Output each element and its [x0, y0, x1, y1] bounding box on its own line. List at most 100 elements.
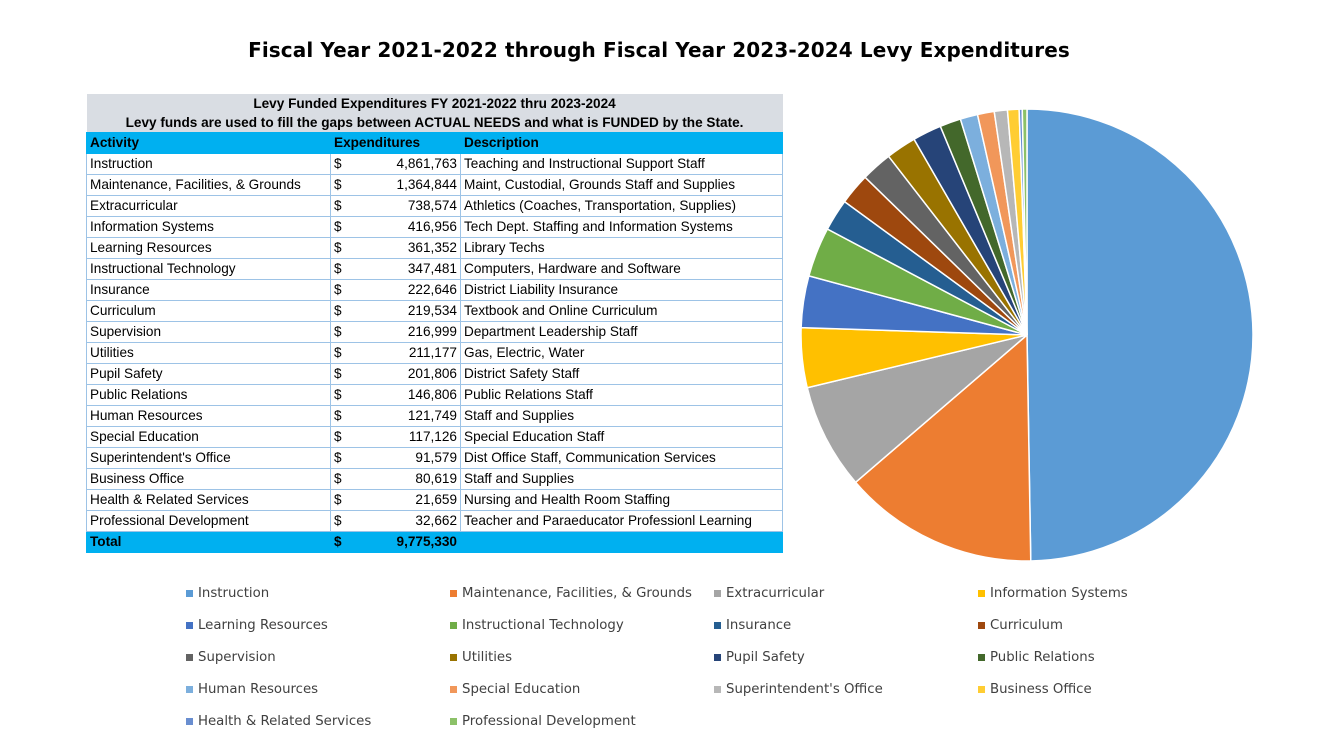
currency-cell: $ — [330, 237, 353, 259]
activity-cell: Insurance — [86, 279, 331, 301]
table-row: Superintendent's Office $91,579 Dist Offic… — [86, 447, 784, 469]
legend-item: Information Systems — [978, 586, 1128, 601]
total-amount: 9,775,330 — [352, 531, 461, 553]
description-cell: Dist Office Staff, Communication Service… — [459, 447, 784, 469]
legend-swatch — [714, 590, 721, 597]
table-row: Information Systems $416,956 Tech Dept. St… — [86, 216, 784, 238]
legend-swatch — [978, 622, 985, 629]
activity-cell: Learning Resources — [86, 237, 331, 259]
table-row: Special Education $117,126 Special Educati… — [86, 426, 784, 448]
activity-cell: Special Education — [86, 426, 331, 448]
legend-label: Health & Related Services — [198, 714, 372, 729]
legend-swatch — [186, 686, 193, 693]
currency-cell: $ — [330, 321, 353, 343]
activity-cell: Instructional Technology — [86, 258, 331, 280]
legend-swatch — [186, 590, 193, 597]
activity-cell: Business Office — [86, 468, 331, 490]
description-cell: Department Leadership Staff — [459, 321, 784, 343]
currency-cell: $ — [330, 195, 353, 217]
table-row: Public Relations $146,806 Public Relations… — [86, 384, 784, 406]
table-subtitle: Levy funds are used to fill the gaps bet… — [86, 113, 783, 133]
legend-label: Information Systems — [990, 586, 1128, 601]
legend-swatch — [978, 590, 985, 597]
activity-cell: Public Relations — [86, 384, 331, 406]
pie-slice — [1021, 108, 1028, 336]
amount-cell: 201,806 — [352, 363, 461, 385]
amount-cell: 117,126 — [352, 426, 461, 448]
description-cell: Teacher and Paraeducator Professionl Lea… — [459, 510, 784, 532]
column-header-expenditures: Expenditures — [330, 132, 461, 154]
legend-label: Instruction — [198, 586, 270, 601]
table-row: Instructional Technology $347,481 Computer… — [86, 258, 784, 280]
amount-cell: 216,999 — [352, 321, 461, 343]
activity-cell: Human Resources — [86, 405, 331, 427]
description-cell: Teaching and Instructional Support Staff — [459, 153, 784, 175]
amount-cell: 347,481 — [352, 258, 461, 280]
currency-cell: $ — [330, 174, 353, 196]
total-currency: $ — [330, 531, 353, 553]
table-row: Insurance $222,646 District Liability Insu… — [86, 279, 784, 301]
currency-cell: $ — [330, 153, 353, 175]
table-row: Professional Development $32,662 Teacher a… — [86, 510, 784, 532]
amount-cell: 32,662 — [352, 510, 461, 532]
amount-cell: 738,574 — [352, 195, 461, 217]
legend-label: Special Education — [462, 682, 581, 697]
legend-swatch — [450, 718, 457, 725]
amount-cell: 91,579 — [352, 447, 461, 469]
legend-swatch — [450, 686, 457, 693]
legend-item: Professional Development — [450, 714, 636, 729]
legend-label: Instructional Technology — [462, 618, 624, 633]
currency-cell: $ — [330, 405, 353, 427]
currency-cell: $ — [330, 447, 353, 469]
description-cell: Athletics (Coaches, Transportation, Supp… — [459, 195, 784, 217]
legend-swatch — [978, 654, 985, 661]
table-row: Supervision $216,999 Department Leadership… — [86, 321, 784, 343]
legend-label: Maintenance, Facilities, & Grounds — [462, 586, 692, 601]
description-cell: Nursing and Health Room Staffing — [459, 489, 784, 511]
legend-swatch — [714, 686, 721, 693]
legend-label: Utilities — [462, 650, 513, 665]
legend-swatch — [186, 654, 193, 661]
amount-cell: 361,352 — [352, 237, 461, 259]
legend-item: Special Education — [450, 682, 580, 697]
legend-swatch — [450, 622, 457, 629]
activity-cell: Health & Related Services — [86, 489, 331, 511]
description-cell: Special Education Staff — [459, 426, 784, 448]
amount-cell: 80,619 — [352, 468, 461, 490]
amount-cell: 219,534 — [352, 300, 461, 322]
total-description — [459, 531, 784, 553]
column-header-description: Description — [459, 132, 784, 154]
total-label: Total — [86, 531, 331, 553]
legend-item: Instruction — [186, 586, 269, 601]
currency-cell: $ — [330, 384, 353, 406]
description-cell: District Liability Insurance — [459, 279, 784, 301]
pie-slice — [1026, 108, 1254, 562]
currency-cell: $ — [330, 279, 353, 301]
currency-cell: $ — [330, 510, 353, 532]
activity-cell: Information Systems — [86, 216, 331, 238]
legend-swatch — [450, 590, 457, 597]
table-row: Instruction $4,861,763 Teaching and Instru… — [86, 153, 784, 175]
legend-label: Professional Development — [462, 714, 636, 729]
table-row: Business Office $80,619 Staff and Supplies — [86, 468, 784, 490]
currency-cell: $ — [330, 258, 353, 280]
currency-cell: $ — [330, 342, 353, 364]
amount-cell: 211,177 — [352, 342, 461, 364]
description-cell: Maint, Custodial, Grounds Staff and Supp… — [459, 174, 784, 196]
expenditures-table: Levy Funded Expenditures FY 2021-2022 th… — [86, 94, 784, 553]
legend-swatch — [450, 654, 457, 661]
legend-label: Human Resources — [198, 682, 319, 697]
description-cell: Computers, Hardware and Software — [459, 258, 784, 280]
total-row: Total $9,775,330 — [86, 531, 784, 553]
description-cell: Staff and Supplies — [459, 405, 784, 427]
activity-cell: Maintenance, Facilities, & Grounds — [86, 174, 331, 196]
amount-cell: 1,364,844 — [352, 174, 461, 196]
legend-label: Business Office — [990, 682, 1092, 697]
activity-cell: Curriculum — [86, 300, 331, 322]
currency-cell: $ — [330, 363, 353, 385]
legend-item: Curriculum — [978, 618, 1063, 633]
description-cell: District Safety Staff — [459, 363, 784, 385]
legend-swatch — [714, 622, 721, 629]
pie-slice — [806, 334, 1028, 484]
legend-label: Learning Resources — [198, 618, 328, 633]
